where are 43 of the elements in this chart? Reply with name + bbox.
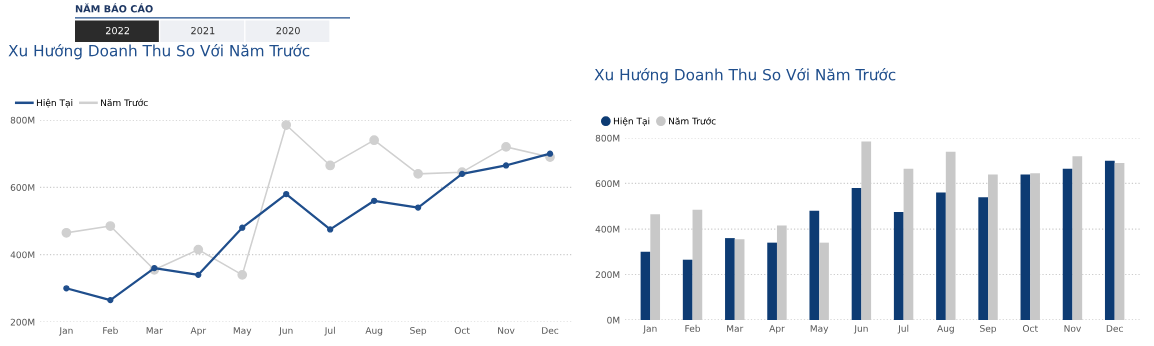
category-label: 2021	[191, 26, 215, 35]
x-tick-label: Jan	[58, 327, 73, 336]
x-tick-label: Sep	[980, 325, 997, 334]
y-tick-label: 400M	[595, 225, 620, 233]
legend-label: Hiện Tại	[36, 98, 73, 108]
x-tick-label: Oct	[454, 327, 470, 334]
x-tick-label: Dec	[542, 327, 559, 334]
x-tick-label: Feb	[103, 326, 118, 334]
x-tick-label: Aug	[365, 327, 383, 336]
x-tick-label: Sep	[410, 327, 427, 336]
x-tick-label: Jul	[897, 324, 909, 334]
legend-label: Năm Trước	[669, 117, 716, 125]
x-tick-label: Dec	[1106, 325, 1123, 332]
y-tick-label: 400M	[10, 251, 35, 259]
y-tick-label: 600M	[10, 184, 35, 191]
x-tick-label: Feb	[685, 324, 701, 332]
chart-title: Xu Hướng Doanh Thu So Với Năm Trước	[8, 44, 310, 60]
y-tick-label: 600M	[595, 180, 620, 188]
x-tick-label: Jun	[853, 325, 868, 334]
x-tick-label: Nov	[498, 327, 515, 334]
x-tick-label: Jul	[324, 326, 335, 336]
x-tick-label: May	[810, 325, 829, 334]
x-tick-label: Nov	[1064, 325, 1081, 332]
x-tick-label: May	[233, 327, 252, 336]
text: NĂM BÁO CÁO	[75, 3, 153, 13]
y-tick-label: 200M	[10, 318, 35, 326]
legend-label: Hiện Tại	[613, 117, 650, 127]
x-tick-label: Apr	[190, 327, 207, 336]
x-tick-label: Mar	[727, 325, 744, 332]
y-tick-label: 800M	[10, 116, 35, 124]
y-tick-label: 0M	[607, 316, 620, 324]
category-label: 2020	[276, 26, 300, 35]
legend-label: Năm Trước	[101, 98, 148, 107]
category-label: 2022	[105, 26, 130, 35]
x-tick-label: Jan	[642, 325, 657, 334]
y-tick-label: 200M	[595, 271, 620, 279]
x-tick-label: Mar	[146, 327, 163, 334]
x-tick-label: Aug	[937, 325, 954, 334]
x-tick-label: Apr	[769, 325, 785, 334]
chart-title: Xu Hướng Doanh Thu So Với Năm Trước	[594, 68, 896, 84]
x-tick-label: Jun	[278, 327, 293, 336]
y-tick-label: 800M	[595, 134, 620, 142]
x-tick-label: Oct	[1022, 325, 1038, 332]
